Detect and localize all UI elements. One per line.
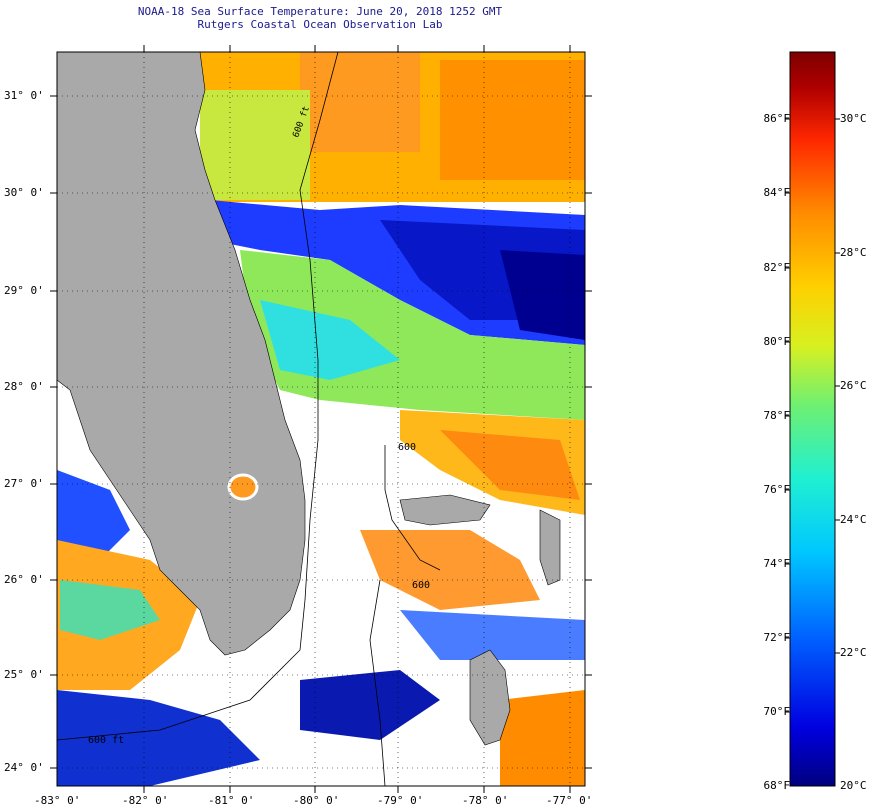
colorbar-label-70f: 70°F: [763, 705, 791, 718]
lat-label-31: 31° 0': [4, 89, 44, 102]
lat-label-28: 28° 0': [4, 380, 44, 393]
colorbar: [789, 51, 836, 787]
axis-ticks: [50, 45, 592, 793]
contour-label-mid: 600: [412, 580, 430, 591]
colorbar-label-84f: 84°F: [763, 186, 791, 199]
colorbar-label-78f: 78°F: [763, 409, 791, 422]
lon-label-79: -79° 0': [377, 794, 424, 807]
colorbar-label-72f: 72°F: [763, 631, 791, 644]
colorbar-label-80f: 80°F: [763, 335, 791, 348]
sst-data-layer: [57, 52, 585, 786]
colorbar-label-76f: 76°F: [763, 483, 791, 496]
lon-label-83: -83° 0': [34, 794, 81, 807]
colorbar-label-22c: 22°C: [840, 646, 867, 659]
lon-label-81: -81° 0': [208, 794, 255, 807]
graticule: [57, 52, 585, 786]
contour-label-east: 600: [398, 442, 416, 453]
colorbar-label-20c: 20°C: [840, 779, 867, 792]
lat-label-27: 27° 0': [4, 477, 44, 490]
lat-label-29: 29° 0': [4, 284, 44, 297]
colorbar-label-82f: 82°F: [763, 261, 791, 274]
colorbar-label-74f: 74°F: [763, 557, 791, 570]
lon-label-80: -80° 0': [293, 794, 340, 807]
lon-label-82: -82° 0': [122, 794, 169, 807]
lon-label-77: -77° 0': [546, 794, 593, 807]
map-title-line1: NOAA-18 Sea Surface Temperature: June 20…: [137, 5, 503, 18]
lat-label-25: 25° 0': [4, 668, 44, 681]
colorbar-label-68f: 68°F: [763, 779, 791, 792]
colorbar-label-24c: 24°C: [840, 513, 867, 526]
map-frame: [56, 51, 586, 787]
map-title-line2: Rutgers Coastal Ocean Observation Lab: [197, 18, 443, 31]
colorbar-label-28c: 28°C: [840, 246, 867, 259]
colorbar-ticks: [785, 118, 840, 713]
colorbar-label-30c: 30°C: [840, 112, 867, 125]
lon-label-78: -78° 0': [462, 794, 509, 807]
contour-label-south: 600 ft: [88, 735, 124, 746]
lat-label-24: 24° 0': [4, 761, 44, 774]
colorbar-label-86f: 86°F: [763, 112, 791, 125]
colorbar-label-26c: 26°C: [840, 379, 867, 392]
lat-label-26: 26° 0': [4, 573, 44, 586]
lat-label-30: 30° 0': [4, 186, 44, 199]
